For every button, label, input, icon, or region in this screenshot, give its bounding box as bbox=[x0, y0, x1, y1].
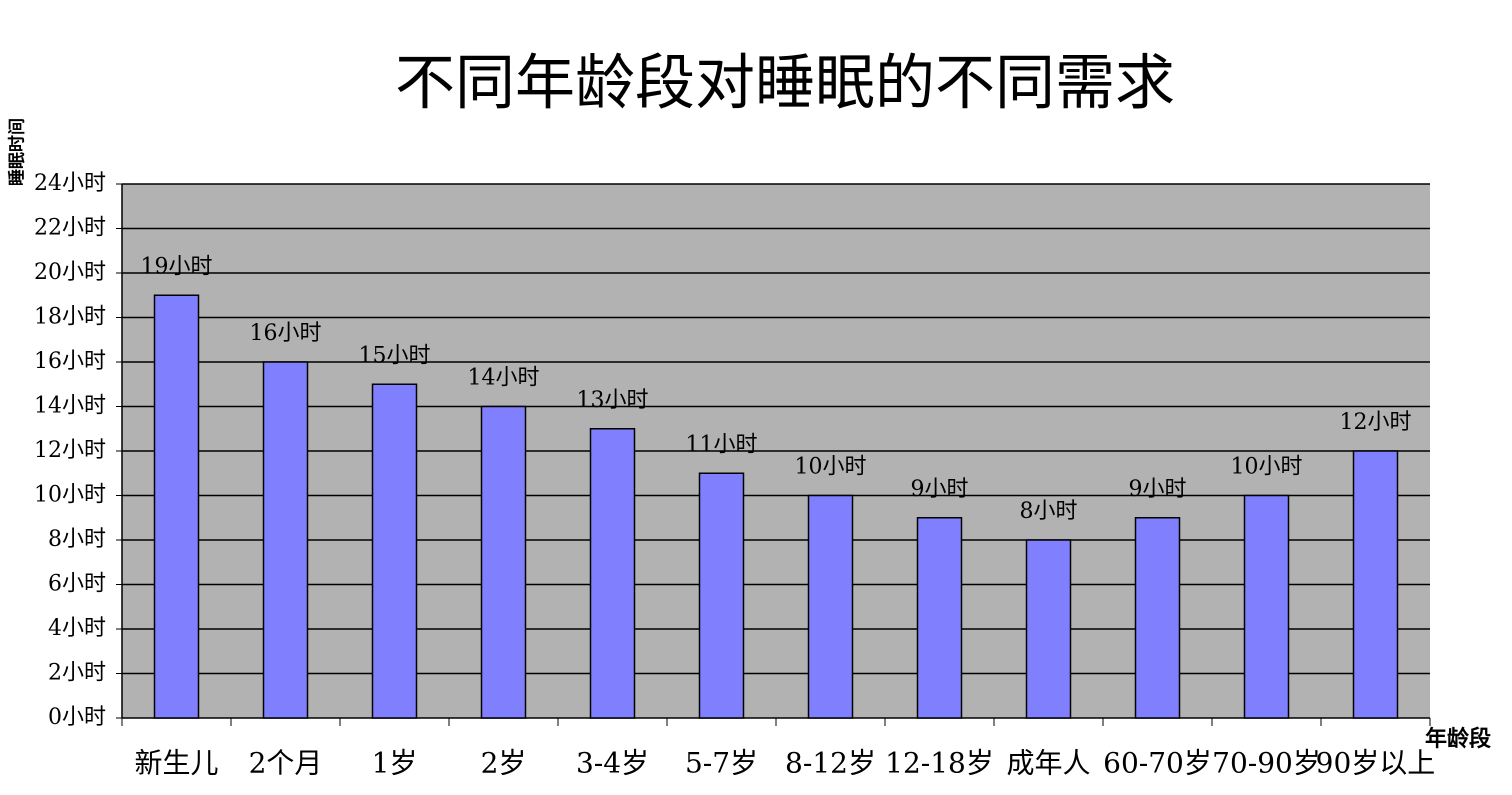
y-tick-label: 0小时 bbox=[48, 705, 106, 730]
y-tick-label: 20小时 bbox=[34, 260, 106, 285]
x-tick-label: 成年人 bbox=[1006, 747, 1090, 780]
bar bbox=[1025, 539, 1072, 719]
bar bbox=[916, 517, 963, 719]
value-label: 10小时 bbox=[1231, 455, 1303, 480]
value-label: 8小时 bbox=[1020, 499, 1078, 524]
chart-title: 不同年龄段对睡眠的不同需求 bbox=[395, 49, 1175, 119]
bar bbox=[153, 294, 200, 719]
value-label: 9小时 bbox=[1129, 477, 1187, 502]
bar bbox=[480, 405, 527, 719]
value-label: 10小时 bbox=[795, 455, 867, 480]
value-label: 14小时 bbox=[468, 366, 540, 391]
x-tick-label: 90岁以上 bbox=[1316, 747, 1436, 780]
value-label: 13小时 bbox=[577, 388, 649, 413]
value-label: 9小时 bbox=[911, 477, 969, 502]
y-tick-label: 6小时 bbox=[48, 572, 106, 597]
x-tick-label: 2岁 bbox=[481, 747, 527, 780]
value-label: 16小时 bbox=[250, 321, 322, 346]
y-tick-label: 10小时 bbox=[34, 483, 106, 508]
value-label: 11小时 bbox=[686, 432, 758, 457]
x-axis-label: 年龄段 bbox=[1425, 726, 1491, 752]
x-tick-label: 8-12岁 bbox=[785, 747, 876, 780]
x-tick-label: 新生儿 bbox=[134, 747, 218, 780]
y-axis-label: 睡眠时间 bbox=[7, 118, 28, 186]
y-tick-label: 4小时 bbox=[48, 616, 106, 641]
x-tick-label: 2个月 bbox=[249, 747, 323, 780]
x-tick-label: 12-18岁 bbox=[885, 747, 994, 780]
bar bbox=[1243, 494, 1290, 719]
x-tick-label: 1岁 bbox=[372, 747, 418, 780]
y-tick-label: 16小时 bbox=[34, 349, 106, 374]
value-label: 19小时 bbox=[141, 254, 213, 279]
y-tick-label: 2小时 bbox=[48, 661, 106, 686]
y-tick-label: 24小时 bbox=[34, 171, 106, 196]
y-tick-label: 14小时 bbox=[34, 394, 106, 419]
bar bbox=[589, 428, 636, 719]
bar bbox=[1352, 450, 1399, 719]
bar bbox=[807, 494, 854, 719]
y-tick-label: 22小时 bbox=[34, 216, 106, 241]
x-tick-label: 70-90岁 bbox=[1212, 747, 1321, 780]
x-tick-label: 60-70岁 bbox=[1103, 747, 1212, 780]
y-tick-label: 18小时 bbox=[34, 305, 106, 330]
y-tick-label: 12小时 bbox=[34, 438, 106, 463]
bar bbox=[371, 383, 418, 719]
value-label: 15小时 bbox=[359, 343, 431, 368]
bar bbox=[698, 472, 745, 719]
value-label: 12小时 bbox=[1340, 410, 1412, 435]
x-tick-label: 5-7岁 bbox=[685, 747, 758, 780]
bar bbox=[1134, 517, 1181, 719]
x-tick-label: 3-4岁 bbox=[576, 747, 649, 780]
y-tick-label: 8小时 bbox=[48, 527, 106, 552]
bar bbox=[262, 361, 309, 719]
